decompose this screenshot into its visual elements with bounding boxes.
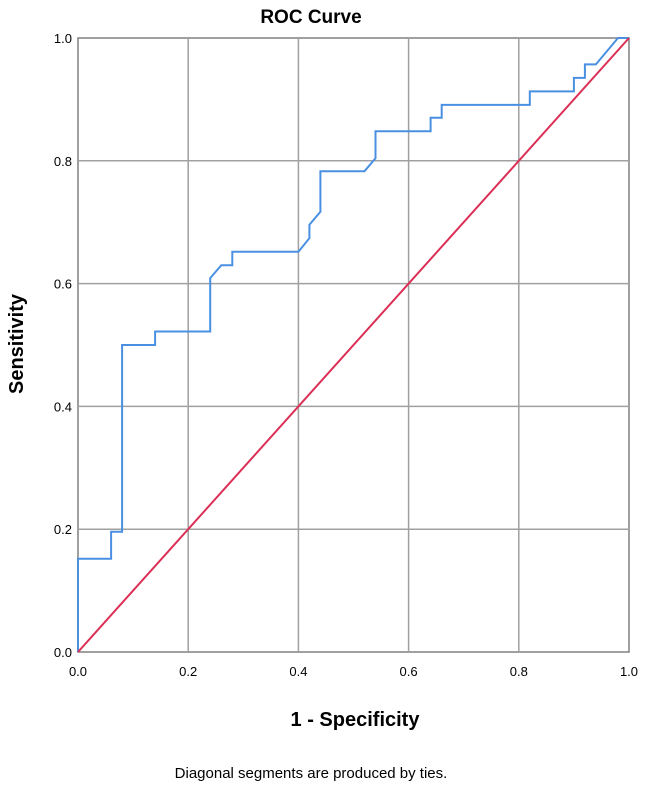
x-tick-label: 1.0 bbox=[620, 664, 638, 679]
y-axis-ticks: 0.0 0.2 0.4 0.6 0.8 1.0 bbox=[54, 31, 72, 660]
x-tick-label: 0.0 bbox=[69, 664, 87, 679]
y-tick-label: 0.8 bbox=[54, 154, 72, 169]
y-axis-title: Sensitivity bbox=[6, 293, 28, 394]
y-tick-label: 0.6 bbox=[54, 277, 72, 292]
x-tick-label: 0.6 bbox=[400, 664, 418, 679]
y-tick-label: 0.0 bbox=[54, 645, 72, 660]
series-layer bbox=[77, 37, 630, 653]
y-tick-label: 0.4 bbox=[54, 399, 72, 414]
x-tick-label: 0.8 bbox=[510, 664, 528, 679]
reference-line bbox=[77, 37, 630, 653]
x-tick-label: 0.2 bbox=[179, 664, 197, 679]
y-tick-label: 1.0 bbox=[54, 31, 72, 46]
chart-title: ROC Curve bbox=[260, 7, 361, 28]
x-axis-title: 1 - Specificity bbox=[291, 709, 421, 731]
x-axis-ticks: 0.0 0.2 0.4 0.6 0.8 1.0 bbox=[69, 664, 638, 679]
y-tick-label: 0.2 bbox=[54, 522, 72, 537]
footnote: Diagonal segments are produced by ties. bbox=[175, 765, 448, 782]
grid-lines bbox=[78, 38, 629, 652]
x-tick-label: 0.4 bbox=[289, 664, 307, 679]
roc-curve-line bbox=[77, 37, 629, 652]
